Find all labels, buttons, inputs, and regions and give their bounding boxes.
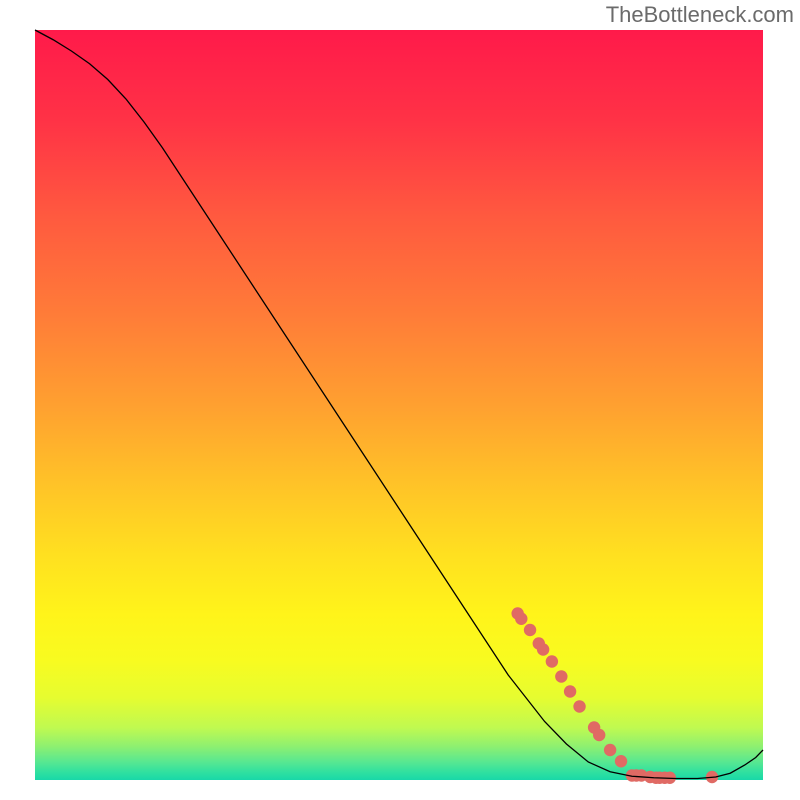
- data-marker: [515, 613, 527, 625]
- data-marker: [537, 643, 549, 655]
- data-marker: [604, 744, 616, 756]
- data-marker: [546, 655, 558, 667]
- data-marker: [573, 700, 585, 712]
- data-marker: [564, 685, 576, 697]
- data-marker: [555, 670, 567, 682]
- data-markers: [511, 607, 718, 784]
- data-marker: [524, 624, 536, 636]
- data-marker: [615, 755, 627, 767]
- performance-curve: [35, 30, 763, 779]
- bottleneck-curve-chart: [0, 0, 800, 800]
- data-marker: [593, 729, 605, 741]
- watermark-text: TheBottleneck.com: [606, 2, 794, 28]
